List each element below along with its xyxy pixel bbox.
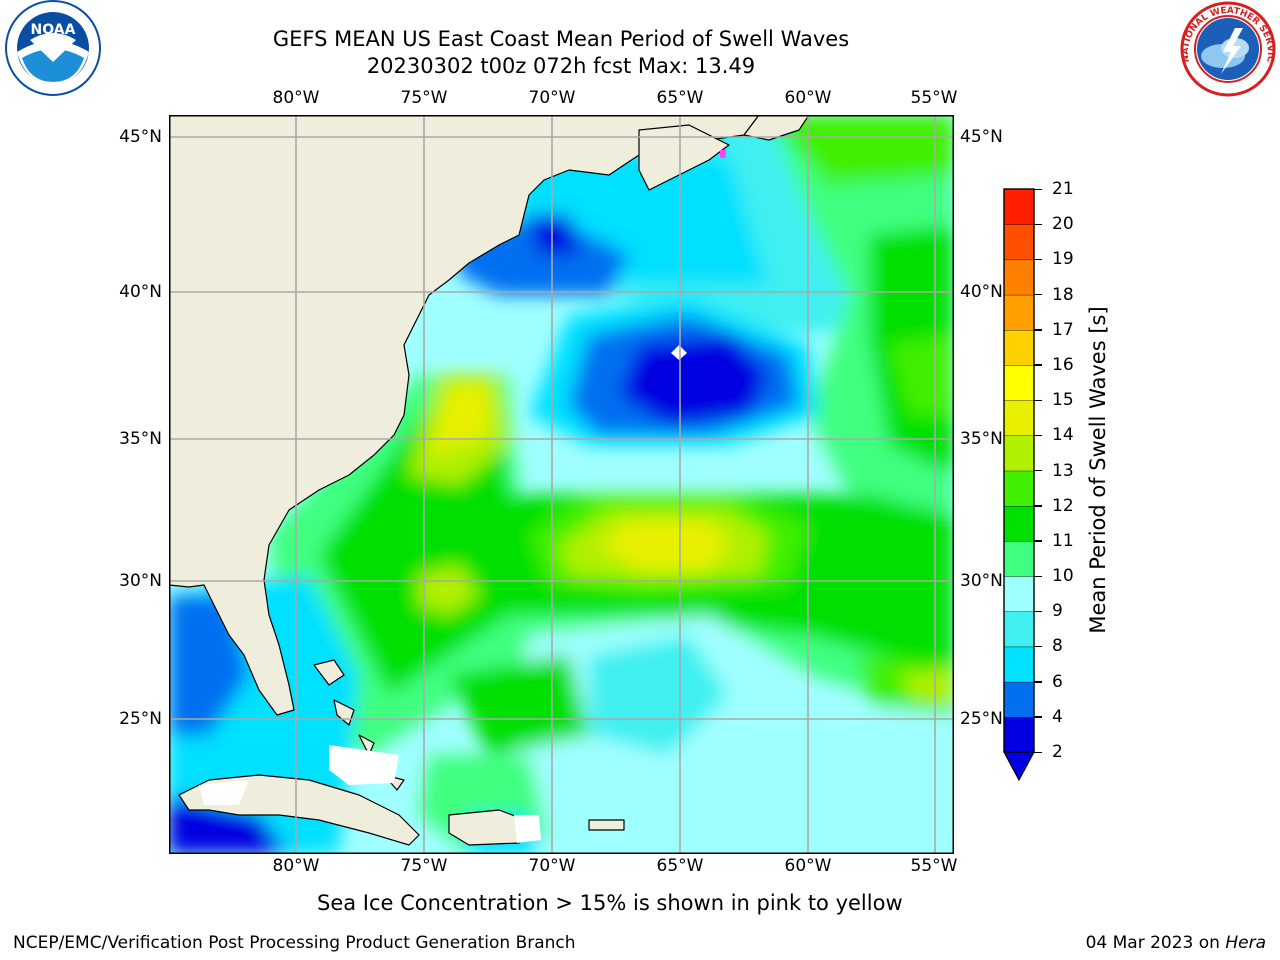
lon-label-bottom: 70°W [528, 856, 576, 876]
lon-label-bottom: 80°W [272, 856, 320, 876]
colorbar-tick-mark [1034, 364, 1042, 366]
colorbar-tick-mark [1034, 505, 1042, 507]
map-subtitle: 20230302 t00z 072h fcst Max: 13.49 [366, 54, 756, 78]
lon-label-top: 75°W [400, 88, 448, 108]
colorbar-bin [1003, 575, 1035, 612]
colorbar-tick-mark [1034, 716, 1042, 718]
colorbar-tick-label: 13 [1052, 460, 1074, 481]
colorbar-tick-label: 19 [1052, 249, 1074, 270]
colorbar-tick-mark [1034, 399, 1042, 402]
colorbar-tick-mark [1034, 188, 1042, 190]
colorbar-tick-label: 21 [1052, 179, 1074, 199]
colorbar-bin [1003, 259, 1035, 296]
colorbar-tick-label: 20 [1052, 214, 1074, 235]
colorbar-tick-mark [1034, 575, 1042, 577]
colorbar-bin [1003, 294, 1035, 331]
colorbar-tick-mark [1034, 434, 1042, 437]
colorbar-tick-label: 2 [1052, 742, 1063, 762]
footer-host: Hera [1225, 933, 1266, 953]
colorbar-tick-label: 12 [1052, 495, 1074, 516]
colorbar-tick-mark [1034, 681, 1042, 683]
swell-period-map [169, 115, 954, 854]
colorbar [1002, 188, 1036, 782]
colorbar-tick-label: 16 [1052, 354, 1074, 375]
lon-label-top: 80°W [272, 88, 320, 108]
lat-label-left: 45°N [119, 127, 162, 147]
colorbar-tick-label: 14 [1052, 425, 1074, 446]
lat-label-right: 35°N [960, 429, 1003, 449]
lon-label-bottom: 65°W [656, 856, 704, 876]
colorbar-tick-label: 11 [1052, 530, 1074, 551]
colorbar-tick-mark [1034, 329, 1042, 331]
colorbar-tick-mark [1034, 223, 1042, 226]
colorbar-tick-mark [1034, 540, 1042, 542]
lat-label-left: 35°N [119, 429, 162, 449]
colorbar-tick-label: 10 [1052, 566, 1074, 587]
colorbar-tick-mark [1034, 751, 1042, 753]
footer-date-text: 04 Mar 2023 on [1085, 933, 1226, 953]
lat-label-right: 40°N [960, 282, 1003, 302]
map-title: GEFS MEAN US East Coast Mean Period of S… [272, 27, 850, 51]
colorbar-extend-arrow [1002, 751, 1036, 782]
sea-ice-marker [720, 150, 726, 158]
lon-label-bottom: 60°W [784, 856, 832, 876]
colorbar-bin [1003, 505, 1035, 542]
colorbar-tick-mark [1034, 645, 1042, 648]
lat-label-left: 25°N [119, 709, 162, 729]
colorbar-bin [1003, 646, 1035, 683]
noaa-logo: NOAA [0, 0, 110, 100]
lon-label-top: 55°W [910, 88, 958, 108]
colorbar-tick-mark [1034, 294, 1042, 296]
lon-label-top: 65°W [656, 88, 704, 108]
lon-label-top: 60°W [784, 88, 832, 108]
colorbar-bin [1003, 681, 1035, 718]
colorbar-bin [1003, 188, 1035, 225]
colorbar-bin [1003, 399, 1035, 437]
colorbar-bin [1003, 435, 1035, 472]
colorbar-bin [1003, 364, 1035, 401]
colorbar-tick-mark [1034, 610, 1042, 613]
colorbar-tick-label: 4 [1052, 706, 1063, 727]
no-data-areas [199, 345, 687, 843]
lat-label-right: 25°N [960, 709, 1003, 729]
colorbar-label: Mean Period of Swell Waves [s] [1086, 306, 1110, 634]
colorbar-bin [1003, 329, 1035, 366]
graticule [169, 115, 954, 854]
colorbar-tick-label: 15 [1052, 390, 1074, 411]
lon-label-bottom: 55°W [910, 856, 958, 876]
colorbar-tick-label: 8 [1052, 636, 1063, 657]
nws-logo: NATIONAL WEATHER SERVICE [1172, 0, 1280, 100]
lat-label-right: 45°N [960, 127, 1003, 147]
colorbar-tick-mark [1034, 258, 1042, 261]
colorbar-bin [1003, 223, 1035, 261]
svg-text:NOAA: NOAA [31, 22, 76, 38]
lon-label-top: 70°W [528, 88, 576, 108]
lat-label-right: 30°N [960, 571, 1003, 591]
colorbar-tick-label: 17 [1052, 319, 1074, 340]
footer-credit: NCEP/EMC/Verification Post Processing Pr… [13, 933, 576, 953]
map-frame [169, 115, 954, 854]
colorbar-tick-mark [1034, 470, 1042, 472]
colorbar-tick-label: 18 [1052, 284, 1074, 305]
colorbar-tick-label: 9 [1052, 601, 1063, 622]
footer-date: 04 Mar 2023 on Hera [1086, 933, 1266, 953]
sea-ice-note: Sea Ice Concentration > 15% is shown in … [317, 891, 903, 915]
colorbar-tick-label: 6 [1052, 671, 1063, 692]
colorbar-bin [1003, 470, 1035, 507]
colorbar-bin [1003, 716, 1035, 753]
lat-label-left: 40°N [119, 282, 162, 302]
colorbar-bin [1003, 611, 1035, 648]
colorbar-bin [1003, 540, 1035, 577]
lat-label-left: 30°N [119, 571, 162, 591]
lon-label-bottom: 75°W [400, 856, 448, 876]
